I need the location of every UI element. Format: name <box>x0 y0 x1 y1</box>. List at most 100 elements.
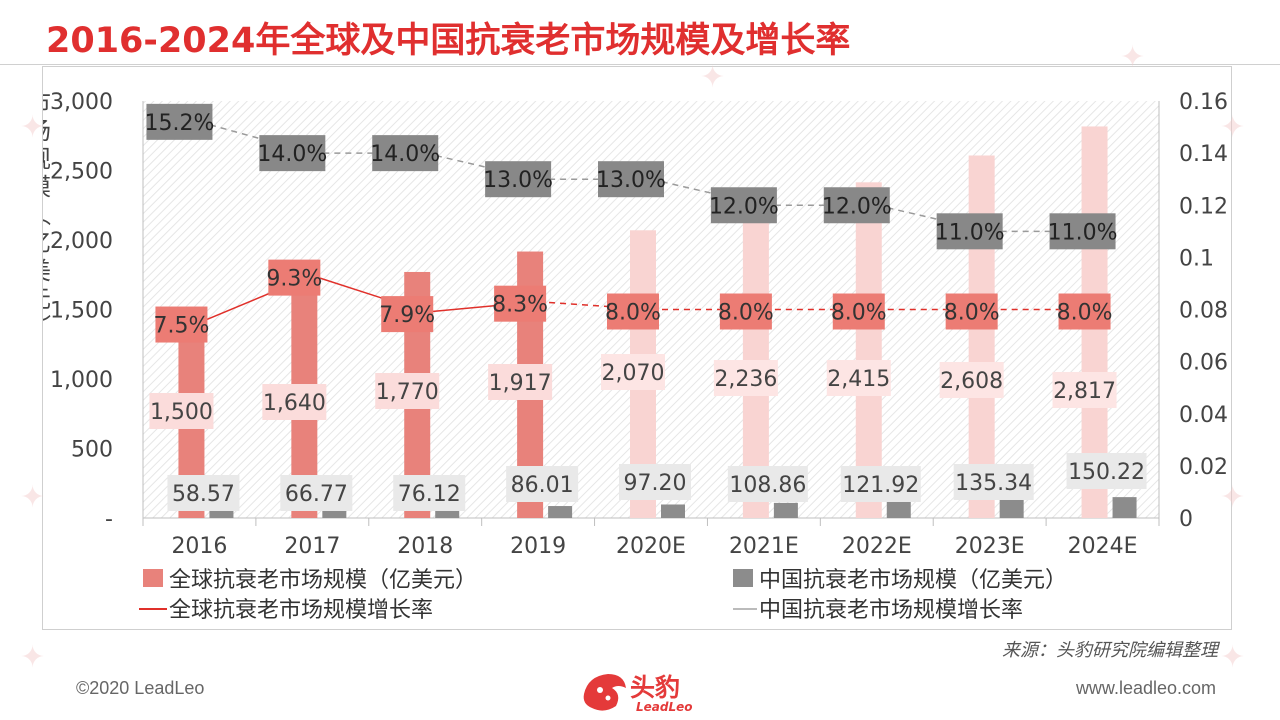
x-tick-label: 2018 <box>397 534 453 559</box>
china-value-label-box <box>619 464 691 500</box>
title-divider <box>0 64 1280 65</box>
china-value-label-box <box>506 466 579 502</box>
global-value-label: 2,415 <box>827 367 890 392</box>
global-rate-label-box <box>381 296 434 333</box>
global-growth-line <box>538 300 652 311</box>
global-value-label: 1,917 <box>489 371 552 396</box>
watermark-icon: ✦ <box>20 640 46 675</box>
global-value-label: 1,500 <box>150 400 213 425</box>
global-value-label-box <box>1052 372 1117 408</box>
x-tick-label: 2020E <box>616 534 686 559</box>
left-axis-title-char: 规 <box>43 145 51 173</box>
china-rate-label-box <box>710 187 777 224</box>
left-axis-title-char: 美 <box>43 257 51 285</box>
china-growth-line <box>650 178 765 206</box>
china-value-label: 150.22 <box>1068 460 1145 485</box>
china-market-bar <box>999 499 1024 518</box>
source-note: 来源：头豹研究院编辑整理 <box>1002 640 1218 661</box>
page-title: 2016-2024年全球及中国抗衰老市场规模及增长率 <box>46 21 851 61</box>
china-value-label: 86.01 <box>511 473 574 498</box>
legend-label-global-line: 全球抗衰老市场规模增长率 <box>169 598 433 623</box>
copyright-text: ©2020 LeadLeo <box>76 678 205 698</box>
china-rate-label-box <box>485 161 552 198</box>
china-rate-label-box <box>146 103 213 140</box>
global-rate-label-box <box>1058 293 1111 330</box>
global-value-label-box <box>939 362 1004 398</box>
left-tick-label: 1,500 <box>50 299 113 324</box>
global-rate-label-box <box>832 293 885 330</box>
right-tick-label: 0.08 <box>1179 299 1228 324</box>
china-value-label: 97.20 <box>624 471 687 496</box>
china-growth-line <box>199 121 313 154</box>
global-market-bar <box>968 155 995 518</box>
left-tick-label: 2,500 <box>50 160 113 185</box>
china-value-label: 58.57 <box>172 482 235 507</box>
left-tick-label: - <box>105 507 113 532</box>
global-value-label: 2,236 <box>714 367 777 392</box>
china-market-bar <box>209 509 234 518</box>
china-value-label: 108.86 <box>729 473 806 498</box>
right-tick-label: 0.04 <box>1179 403 1228 428</box>
global-value-label: 1,770 <box>376 380 439 405</box>
watermark-icon: ✦ <box>1220 640 1246 675</box>
x-tick-label: 2016 <box>171 534 227 559</box>
global-rate-label: 8.0% <box>944 301 1000 326</box>
global-market-bar <box>855 182 882 518</box>
china-rate-label: 14.0% <box>370 142 440 167</box>
website-link[interactable]: www.leadleo.com <box>1075 678 1216 698</box>
china-value-label-box <box>953 464 1034 500</box>
left-axis-title-char: 亿 <box>43 229 51 257</box>
china-rate-label: 12.0% <box>709 194 779 219</box>
china-market-bar <box>1112 497 1137 518</box>
china-growth-line <box>425 152 539 180</box>
china-rate-label: 11.0% <box>1048 220 1118 245</box>
china-rate-label: 14.0% <box>257 142 327 167</box>
left-axis-title-char: ︶ <box>43 313 51 341</box>
china-market-bar <box>661 504 685 518</box>
china-rate-label-box <box>936 213 1003 250</box>
china-rate-label: 13.0% <box>596 168 666 193</box>
logo-subtext: LeadLeo <box>636 700 693 714</box>
china-market-bar <box>435 507 460 518</box>
x-tick-label: 2024E <box>1068 534 1138 559</box>
right-tick-label: 0.14 <box>1179 142 1228 167</box>
legend-swatch-china-bar <box>733 569 753 587</box>
china-market-bar <box>322 508 347 518</box>
global-rate-label-box <box>268 259 321 296</box>
china-value-label: 66.77 <box>285 482 348 507</box>
global-rate-label: 8.0% <box>718 301 774 326</box>
china-rate-label-box <box>823 187 890 224</box>
left-tick-label: 3,000 <box>50 90 113 115</box>
left-axis-title-char: 市 <box>43 89 51 117</box>
legend-swatch-global-bar <box>143 569 163 587</box>
global-rate-label: 8.0% <box>1057 301 1113 326</box>
right-tick-label: 0.1 <box>1179 246 1214 271</box>
china-value-label-box <box>1066 453 1147 489</box>
left-axis-title-char: 模 <box>43 173 51 201</box>
china-market-bar <box>773 502 798 518</box>
global-value-label-box <box>488 364 553 400</box>
china-value-label-box <box>840 466 921 502</box>
x-tick-label: 2023E <box>955 534 1025 559</box>
china-market-bar <box>548 506 573 518</box>
right-tick-label: 0.12 <box>1179 194 1228 219</box>
legend-label-china-line: 中国抗衰老市场规模增长率 <box>759 598 1023 623</box>
chart-panel: - 500 1,000 1,500 2,000 2,500 3,000 0 0.02 0.04 0.… <box>42 66 1232 630</box>
left-axis-title-char: 场 <box>43 117 51 145</box>
global-rate-label-box <box>945 293 998 330</box>
china-rate-label-box <box>598 161 664 198</box>
global-value-label: 2,817 <box>1053 379 1116 404</box>
china-value-label-box <box>280 475 353 511</box>
right-tick-label: 0.16 <box>1179 90 1228 115</box>
china-rate-label-box <box>259 135 326 172</box>
right-tick-label: 0 <box>1179 507 1193 532</box>
china-rate-label: 11.0% <box>935 220 1005 245</box>
global-value-label-box <box>375 373 440 409</box>
china-value-label: 76.12 <box>398 482 461 507</box>
global-rate-label-box <box>494 285 547 322</box>
china-rate-label: 12.0% <box>822 194 892 219</box>
china-value-label: 121.92 <box>842 473 919 498</box>
china-rate-label: 15.2% <box>144 111 214 136</box>
global-value-label-box <box>601 354 665 390</box>
china-growth-line <box>876 204 990 233</box>
